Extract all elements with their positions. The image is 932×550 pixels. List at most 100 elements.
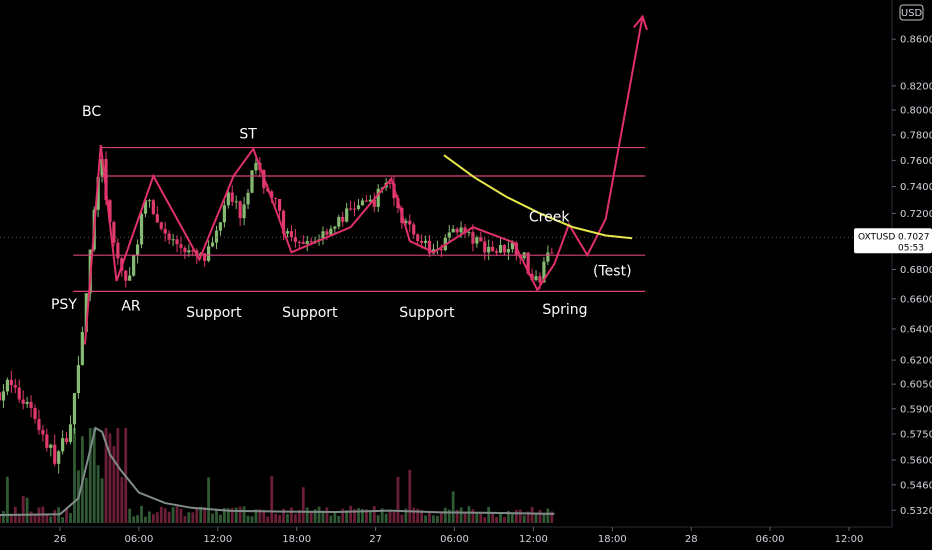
volume-bar xyxy=(432,515,435,523)
volume-bar xyxy=(526,511,530,523)
candle-body xyxy=(498,244,503,253)
candle-body xyxy=(368,199,372,202)
volume-bar xyxy=(428,512,431,523)
volume-bar xyxy=(17,515,21,523)
candle-body xyxy=(293,237,297,242)
candle-body xyxy=(80,331,84,366)
candle-body xyxy=(502,244,507,253)
volume-bar xyxy=(159,506,163,523)
volume-bar xyxy=(49,516,53,523)
candle-body xyxy=(364,200,368,202)
volume-bar xyxy=(483,517,487,523)
volume-bar xyxy=(25,497,29,523)
volume-bar xyxy=(222,508,226,523)
volume-bar xyxy=(175,506,179,523)
candle-body xyxy=(285,231,290,234)
candle-body xyxy=(542,261,546,283)
volume-bar xyxy=(333,512,337,523)
volume-bar xyxy=(518,509,522,523)
volume-bar xyxy=(514,509,518,523)
arrow-head xyxy=(632,14,648,31)
y-tick-label: 0.7800 xyxy=(900,130,932,141)
volume-bar xyxy=(349,505,353,523)
badge-countdown: 05:53 xyxy=(898,243,924,253)
x-tick-label: 12:00 xyxy=(835,534,864,545)
volume-bar xyxy=(309,511,313,523)
candle-body xyxy=(439,248,443,251)
candle-body xyxy=(447,232,451,238)
candle-body xyxy=(230,192,234,202)
volume-bar xyxy=(29,511,33,523)
x-tick-label: 06:00 xyxy=(124,534,153,545)
candle-body xyxy=(147,200,152,202)
annotation-label: Support xyxy=(399,305,455,321)
candle-body xyxy=(333,226,337,229)
volume-bar xyxy=(65,508,68,523)
candle-body xyxy=(218,222,223,231)
volume-bar xyxy=(317,506,321,523)
volume-bar xyxy=(503,516,506,523)
candle-body xyxy=(329,228,333,235)
candle-body xyxy=(9,379,13,386)
volume-bar xyxy=(297,509,301,523)
candle-body xyxy=(226,192,230,206)
x-tick-label: 12:00 xyxy=(203,534,232,545)
y-tick-label: 0.8600 xyxy=(900,35,932,46)
y-tick-label: 0.7200 xyxy=(900,209,932,220)
volume-bar xyxy=(376,515,380,523)
y-tick-label: 0.8200 xyxy=(900,81,932,92)
volume-bar xyxy=(443,507,447,523)
volume-bar xyxy=(487,506,491,523)
annotation-layer: BC ST Creek PSY AR Support Support Support Sprin… xyxy=(51,104,632,321)
y-tick-label: 0.6600 xyxy=(900,294,932,305)
volume-bar xyxy=(436,515,439,523)
candle-body xyxy=(206,246,211,261)
volume-bar xyxy=(290,507,293,523)
volume-bar xyxy=(522,515,526,523)
volume-bar xyxy=(345,510,349,523)
candle-body xyxy=(76,365,81,394)
volume-bar xyxy=(455,509,459,523)
volume-bar xyxy=(459,507,463,523)
candle-body xyxy=(491,246,495,252)
volume-average-line xyxy=(0,426,555,517)
volume-bar xyxy=(424,515,427,523)
candle-body xyxy=(41,430,45,435)
annotation-label: (Test) xyxy=(593,263,632,279)
volume-bar xyxy=(361,508,364,523)
volume-bar xyxy=(9,515,13,523)
volume-bar xyxy=(128,508,132,523)
candle-body xyxy=(167,233,171,240)
x-tick-label: 27 xyxy=(369,534,382,545)
candle-body xyxy=(21,399,25,404)
candle-body xyxy=(483,241,487,253)
volume-bar xyxy=(388,511,392,523)
volume-bar xyxy=(230,507,234,523)
volume-bar xyxy=(451,491,455,523)
time-axis[interactable]: 26 06:00 12:00 18:00 27 06:00 12:00 18:00 28 06:0… xyxy=(0,526,892,545)
x-tick-label: 06:00 xyxy=(440,534,469,545)
y-tick-label: 0.6800 xyxy=(900,265,932,276)
volume-bar xyxy=(510,513,514,523)
volume-bar xyxy=(148,511,151,523)
volume-bar xyxy=(136,515,139,523)
candle-body xyxy=(135,244,140,256)
volume-bar xyxy=(546,508,550,523)
volume-bar xyxy=(400,514,404,523)
candle-body xyxy=(203,253,207,261)
price-axis[interactable]: 0.5320 0.5460 0.5600 0.5750 0.5900 0.6050 0.62… xyxy=(891,0,932,527)
candle-body xyxy=(238,201,242,219)
volume-bar xyxy=(179,508,183,523)
volume-bar xyxy=(408,469,412,523)
volume-bar xyxy=(301,487,305,523)
candle-body xyxy=(404,220,408,224)
x-tick-label: 28 xyxy=(685,534,698,545)
volume-bar xyxy=(420,510,424,523)
candle-body xyxy=(49,444,53,448)
candle-body xyxy=(530,273,534,281)
candle-body xyxy=(420,240,424,243)
volume-bar xyxy=(45,513,49,523)
volume-bar xyxy=(491,512,495,523)
